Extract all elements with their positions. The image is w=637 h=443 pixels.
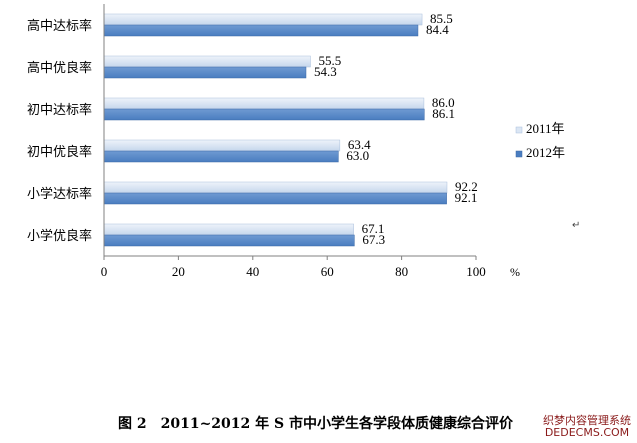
- bar-2011: [103, 181, 448, 194]
- watermark-line-1: 织梦内容管理系统: [543, 414, 631, 427]
- data-label: 63.4: [348, 137, 371, 152]
- bar-2012: [103, 24, 419, 37]
- bar-2012: [103, 234, 355, 247]
- category-label: 高中达标率: [27, 18, 92, 34]
- category-label: 高中优良率: [27, 60, 92, 76]
- x-axis-unit-label: %: [510, 265, 520, 279]
- bars-group: [103, 13, 448, 247]
- bar-2012: [103, 66, 307, 79]
- data-label: 54.3: [314, 64, 337, 79]
- x-tick-label: 20: [172, 264, 185, 279]
- bar-2012: [103, 150, 339, 163]
- x-tick-label: 100: [466, 264, 486, 279]
- bar-2011: [103, 223, 354, 236]
- data-labels: 85.584.4 55.554.3 86.086.1 63.463.0 92.292.1…: [314, 11, 478, 247]
- data-label: 55.5: [318, 53, 341, 68]
- data-label: 86.1: [432, 106, 455, 121]
- data-label: 85.5: [430, 11, 453, 26]
- category-label: 小学达标率: [27, 186, 92, 202]
- legend-label: 2012年: [526, 145, 565, 160]
- legend-swatch-2011: [515, 126, 523, 134]
- x-tick-label: 40: [246, 264, 259, 279]
- data-label: 67.1: [362, 221, 385, 236]
- bar-2011: [103, 139, 341, 152]
- legend: 2011年 2012年: [515, 121, 565, 160]
- data-label: 86.0: [432, 95, 455, 110]
- watermark-line-2: DEDECMS.COM: [544, 426, 630, 439]
- data-label: 92.2: [455, 179, 478, 194]
- category-label: 初中优良率: [27, 144, 92, 160]
- x-tick-labels: 0 20 40 60 80 100: [101, 264, 486, 279]
- x-tick-label: 0: [101, 264, 108, 279]
- legend-label: 2011年: [526, 121, 565, 136]
- bar-2012: [103, 192, 447, 205]
- category-label: 小学优良率: [27, 228, 92, 244]
- legend-swatch-2012: [515, 150, 523, 158]
- bar-2011: [103, 13, 423, 26]
- data-label: 84.4: [426, 22, 449, 37]
- data-label: 92.1: [455, 190, 478, 205]
- data-label: 67.3: [362, 232, 385, 247]
- x-axis: [103, 4, 477, 260]
- watermark-logo: 织梦内容管理系统 DEDECMS.COM: [543, 415, 631, 439]
- bar-2012: [103, 108, 425, 121]
- paragraph-mark: ↵: [572, 220, 581, 231]
- figure-caption: 图 2 2011~2012 年 S 市中小学生各学段体质健康综合评价: [118, 416, 514, 432]
- bar-2011: [103, 97, 425, 110]
- data-label: 63.0: [346, 148, 369, 163]
- category-label: 初中达标率: [27, 102, 92, 118]
- x-tick-label: 60: [321, 264, 334, 279]
- bar-2011: [103, 55, 311, 68]
- x-tick-label: 80: [395, 264, 408, 279]
